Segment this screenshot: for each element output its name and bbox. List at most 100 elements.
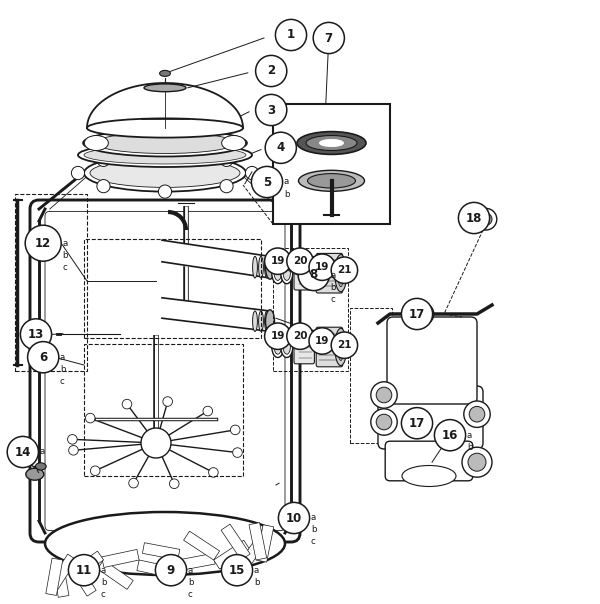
Ellipse shape xyxy=(259,257,263,278)
FancyBboxPatch shape xyxy=(294,257,314,290)
FancyBboxPatch shape xyxy=(316,327,343,367)
Text: 8: 8 xyxy=(310,269,318,281)
Circle shape xyxy=(230,425,240,435)
Bar xyxy=(101,550,139,568)
Bar xyxy=(178,553,215,571)
Ellipse shape xyxy=(281,336,293,358)
FancyBboxPatch shape xyxy=(294,330,314,364)
Circle shape xyxy=(68,434,77,444)
Text: 5: 5 xyxy=(263,176,271,188)
Ellipse shape xyxy=(26,468,44,480)
Circle shape xyxy=(287,323,313,349)
Text: 2: 2 xyxy=(267,65,275,77)
Ellipse shape xyxy=(245,166,259,179)
Bar xyxy=(52,560,69,597)
Text: a: a xyxy=(311,513,316,522)
Text: b: b xyxy=(254,577,259,586)
Circle shape xyxy=(221,554,253,586)
Ellipse shape xyxy=(265,311,269,332)
Text: b: b xyxy=(284,190,289,199)
Circle shape xyxy=(265,248,291,274)
FancyBboxPatch shape xyxy=(316,254,343,293)
Bar xyxy=(68,551,104,580)
Circle shape xyxy=(376,387,392,403)
Text: b: b xyxy=(62,251,68,260)
Circle shape xyxy=(233,448,242,457)
Text: 21: 21 xyxy=(337,340,352,350)
Ellipse shape xyxy=(265,255,275,279)
Bar xyxy=(137,560,175,578)
Circle shape xyxy=(309,254,335,280)
Circle shape xyxy=(371,382,397,408)
Text: 19: 19 xyxy=(315,336,329,346)
Ellipse shape xyxy=(97,179,110,193)
Circle shape xyxy=(462,447,492,477)
Ellipse shape xyxy=(95,132,235,153)
Circle shape xyxy=(91,466,100,475)
Circle shape xyxy=(376,414,392,430)
Circle shape xyxy=(275,19,307,51)
Circle shape xyxy=(20,319,52,350)
Text: b: b xyxy=(467,443,472,452)
Circle shape xyxy=(68,554,100,586)
Circle shape xyxy=(209,467,218,477)
Text: a: a xyxy=(62,239,68,248)
Circle shape xyxy=(298,259,329,291)
Text: c: c xyxy=(311,538,316,547)
Ellipse shape xyxy=(265,257,269,278)
Text: 9: 9 xyxy=(167,564,175,577)
Ellipse shape xyxy=(71,166,85,179)
Bar xyxy=(68,560,96,596)
Text: 4: 4 xyxy=(277,141,285,154)
Ellipse shape xyxy=(78,143,252,167)
Circle shape xyxy=(331,257,358,283)
Circle shape xyxy=(434,420,466,451)
Ellipse shape xyxy=(283,266,290,280)
Text: a: a xyxy=(254,566,259,574)
Ellipse shape xyxy=(338,333,344,361)
Bar xyxy=(97,560,133,590)
Circle shape xyxy=(256,94,287,126)
Circle shape xyxy=(25,225,61,261)
Bar xyxy=(214,540,250,569)
Circle shape xyxy=(412,303,434,325)
Circle shape xyxy=(309,328,335,354)
Ellipse shape xyxy=(84,146,246,164)
Text: c: c xyxy=(188,590,193,599)
Circle shape xyxy=(141,428,171,458)
Text: b: b xyxy=(311,525,316,535)
Ellipse shape xyxy=(158,148,172,161)
Bar xyxy=(15,194,87,371)
Circle shape xyxy=(401,408,433,439)
FancyBboxPatch shape xyxy=(378,386,483,449)
Bar xyxy=(350,308,392,443)
Text: 21: 21 xyxy=(337,265,352,275)
Ellipse shape xyxy=(35,463,46,470)
Text: a: a xyxy=(467,431,472,440)
Text: 13: 13 xyxy=(28,328,44,341)
Circle shape xyxy=(28,342,59,373)
Circle shape xyxy=(155,554,187,586)
Ellipse shape xyxy=(308,173,355,188)
Circle shape xyxy=(331,332,358,358)
Ellipse shape xyxy=(253,257,257,278)
Ellipse shape xyxy=(85,135,109,150)
Text: 20: 20 xyxy=(293,256,307,266)
Ellipse shape xyxy=(45,512,285,575)
Text: 17: 17 xyxy=(409,417,425,429)
Bar xyxy=(249,522,266,560)
Text: 10: 10 xyxy=(286,512,302,524)
Circle shape xyxy=(122,399,132,409)
FancyBboxPatch shape xyxy=(385,441,473,481)
Ellipse shape xyxy=(97,153,110,167)
Text: b: b xyxy=(101,577,106,586)
Circle shape xyxy=(464,401,490,428)
Ellipse shape xyxy=(220,179,233,193)
Text: a: a xyxy=(188,566,193,574)
Text: 6: 6 xyxy=(39,351,47,364)
Bar xyxy=(46,558,62,596)
Circle shape xyxy=(469,406,485,422)
Ellipse shape xyxy=(320,140,343,147)
Ellipse shape xyxy=(274,340,281,354)
Circle shape xyxy=(287,248,313,274)
